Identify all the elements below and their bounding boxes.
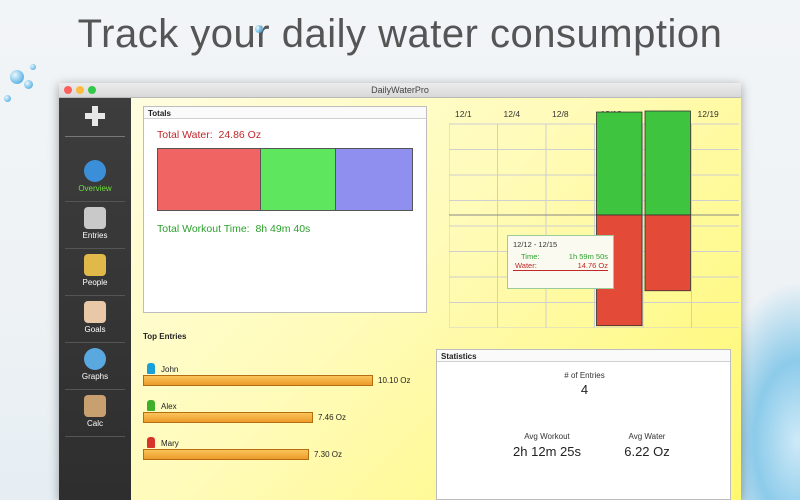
tooltip-time-label: Time:: [521, 252, 540, 261]
plus-icon[interactable]: [83, 104, 107, 128]
x-tick-label: 12/19: [698, 109, 720, 119]
total-workout-value: 8h 49m 40s: [255, 223, 311, 235]
sidebar-item-graphs[interactable]: Graphs: [65, 344, 125, 390]
totals-bar: [157, 148, 413, 211]
fist-icon: [84, 301, 106, 323]
sidebar: Overview Entries People Goals Graphs Calc: [59, 98, 131, 500]
total-workout-text: Total Workout Time: 8h 49m 40s: [157, 223, 310, 235]
sidebar-item-label: Graphs: [81, 372, 109, 381]
water-splash-decoration: [24, 80, 33, 89]
close-window-button[interactable]: [64, 86, 72, 94]
x-tick-label: 12/4: [504, 109, 521, 119]
entry-value: 7.46 Oz: [318, 413, 347, 422]
avg-water-value: 6.22 Oz: [624, 444, 670, 459]
chart-tooltip: 12/12 - 12/15 Time: 1h 59m 50s Water: 14…: [507, 235, 614, 289]
app-window: DailyWaterPro Overview Entries People Goals…: [59, 83, 741, 500]
sidebar-item-label: People: [82, 278, 108, 287]
totals-segment: [336, 149, 412, 210]
x-tick-label: 12/8: [552, 109, 569, 119]
entry-name: Mary: [161, 439, 179, 448]
water-splash-decoration: [255, 25, 263, 33]
main-content: Totals Total Water: 24.86 Oz Total Worko…: [131, 98, 741, 500]
total-workout-label: Total Workout Time:: [157, 223, 250, 235]
avg-water-label: Avg Water: [628, 432, 666, 441]
totals-title: Totals: [144, 107, 426, 119]
entries-count-label: # of Entries: [564, 371, 605, 380]
entry-bar: [143, 375, 373, 386]
chart-svg: 12/112/412/812/1212/1512/19: [448, 109, 741, 329]
total-water-text: Total Water: 24.86 Oz: [157, 129, 261, 141]
water-splash-decoration: [10, 70, 24, 84]
headline: Track your daily water consumption: [77, 12, 723, 56]
totals-segment: [261, 149, 336, 210]
statistics-title: Statistics: [437, 350, 730, 362]
entries-count-value: 4: [580, 382, 589, 397]
water-splash-decoration: [30, 64, 36, 70]
workout-bar: [596, 111, 643, 216]
totals-panel: Totals Total Water: 24.86 Oz Total Worko…: [143, 106, 427, 313]
minimize-window-button[interactable]: [76, 86, 84, 94]
entry-bar: [143, 449, 309, 460]
sidebar-item-people[interactable]: People: [65, 250, 125, 296]
entry-value: 10.10 Oz: [378, 376, 411, 385]
tooltip-range: 12/12 - 12/15: [513, 240, 558, 249]
sidebar-item-label: Calc: [86, 419, 103, 428]
workout-bar: [644, 110, 691, 216]
avg-workout-value: 2h 12m 25s: [513, 444, 581, 459]
entry-name: John: [161, 365, 179, 374]
water-bar: [644, 214, 691, 292]
top-entries-title: Top Entries: [143, 332, 187, 341]
pie-chart-icon: [84, 348, 106, 370]
calculator-icon: [84, 395, 106, 417]
runner-icon: [147, 437, 155, 448]
water-splash-decoration: [4, 95, 11, 102]
avg-workout-label: Avg Workout: [524, 432, 570, 441]
zoom-window-button[interactable]: [88, 86, 96, 94]
entry-bar: [143, 412, 313, 423]
person-icon: [84, 254, 106, 276]
sidebar-item-entries[interactable]: Entries: [65, 203, 125, 249]
total-water-label: Total Water:: [157, 129, 213, 141]
window-titlebar: DailyWaterPro: [59, 83, 741, 98]
window-title: DailyWaterPro: [371, 85, 429, 95]
tooltip-time-value: 1h 59m 50s: [568, 252, 608, 261]
total-water-value: 24.86 Oz: [218, 129, 262, 141]
sidebar-item-label: Goals: [84, 325, 106, 334]
x-tick-label: 12/1: [455, 109, 472, 119]
sidebar-item-goals[interactable]: Goals: [65, 297, 125, 343]
runner-icon: [147, 400, 155, 411]
globe-icon: [84, 160, 106, 182]
scale-icon: [84, 207, 106, 229]
tooltip-water-value: 14.76 Oz: [577, 261, 608, 270]
tooltip-water-label: Water:: [515, 261, 537, 270]
water-chart: 12/112/412/812/1212/1512/19 12/12 - 12/1…: [448, 108, 741, 329]
sidebar-item-calc[interactable]: Calc: [65, 391, 125, 437]
totals-segment: [158, 149, 261, 210]
statistics-panel: Statistics # of Entries 4 Avg Workout 2h…: [436, 349, 731, 500]
sidebar-item-label: Entries: [82, 231, 108, 240]
sidebar-item-label: Overview: [78, 184, 112, 193]
sidebar-divider: [65, 136, 125, 137]
entry-value: 7.30 Oz: [314, 450, 343, 459]
entry-name: Alex: [161, 402, 177, 411]
sidebar-item-overview[interactable]: Overview: [65, 156, 125, 202]
runner-icon: [147, 363, 155, 374]
